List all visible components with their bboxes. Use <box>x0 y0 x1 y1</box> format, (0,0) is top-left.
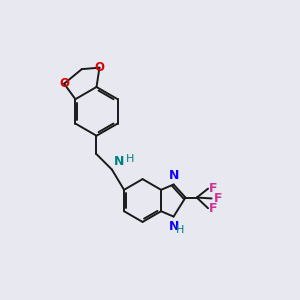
Text: N: N <box>114 155 124 168</box>
Text: F: F <box>209 182 218 195</box>
Text: O: O <box>94 61 104 74</box>
Text: H: H <box>126 154 135 164</box>
Text: F: F <box>213 192 222 205</box>
Text: F: F <box>209 202 218 215</box>
Text: N: N <box>168 220 179 232</box>
Text: O: O <box>59 77 69 90</box>
Text: N: N <box>168 169 179 182</box>
Text: H: H <box>176 225 184 235</box>
